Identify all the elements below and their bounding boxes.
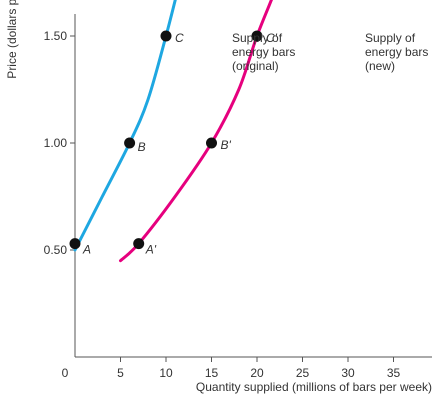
x-tick-label: 35 [387, 366, 401, 380]
curve-label-line: Supply of [365, 31, 416, 45]
point-label: A [82, 243, 91, 257]
y-tick-label: 1.00 [44, 136, 68, 150]
y-tick-label: 0.50 [44, 243, 68, 257]
x-tick-label: 10 [159, 366, 173, 380]
point-label: A' [145, 243, 157, 257]
curve-label-line: Supply of [232, 31, 283, 45]
data-point [133, 238, 145, 250]
curve-label-line: energy bars [232, 45, 295, 59]
supply-curves [73, 0, 273, 263]
point-label: C' [266, 31, 278, 45]
data-point [160, 30, 172, 42]
curve-label-line: energy bars [365, 45, 428, 59]
new-curve-label: Supply of energy bars (new) [365, 31, 428, 73]
x-tick-label: 30 [341, 366, 355, 380]
point-label: B [138, 140, 146, 154]
x-tick-label: 15 [205, 366, 219, 380]
y-tick-label: 1.50 [44, 29, 68, 43]
original-curve-label: Supply of energy bars (original) [232, 31, 295, 73]
x-tick-label: 5 [117, 366, 124, 380]
curve-label-line: (original) [232, 59, 279, 73]
x-tick-label: 20 [250, 366, 264, 380]
data-points [69, 30, 263, 250]
supply-curve-original [73, 0, 177, 252]
supply-curve-new [119, 0, 273, 263]
data-point [124, 137, 136, 149]
x-tick-label: 0 [62, 366, 69, 380]
data-point [251, 30, 263, 42]
data-point [206, 137, 217, 149]
point-label: B' [221, 138, 232, 152]
y-axis-title: Price (dollars per bar) [5, 0, 19, 79]
x-tick-label: 25 [296, 366, 310, 380]
axes: 051015202530350.501.001.502.002.503.00Qu… [5, 0, 432, 394]
point-label: C [175, 31, 184, 45]
data-point [69, 238, 81, 250]
curve-label-line: (new) [365, 59, 395, 73]
x-axis-title: Quantity supplied (millions of bars per … [196, 380, 432, 394]
